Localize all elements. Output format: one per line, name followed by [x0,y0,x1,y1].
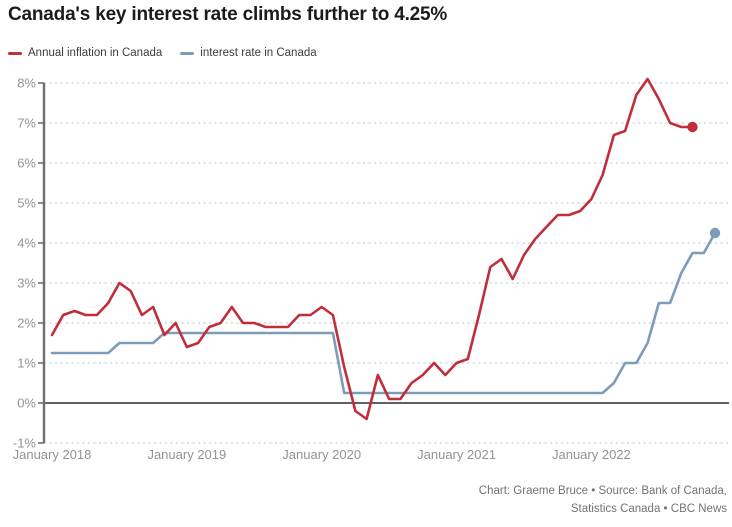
interest-line [50,231,717,395]
legend-label-interest-rate: interest rate in Canada [200,47,317,59]
y-axis-tick-label: 2% [17,316,36,331]
inflation-end-dot [687,121,698,133]
y-axis-tick-label: 6% [17,156,36,171]
legend-item-interest-rate: interest rate in Canada [180,47,317,59]
y-axis-tick-label: 5% [17,196,36,211]
inflation-line [50,77,694,421]
y-axis-tick-label: 4% [17,236,36,251]
legend-swatch-interest-rate [180,51,195,55]
y-axis-tick-label: -1% [13,436,37,451]
x-axis-tick-label: January 2018 [13,447,92,462]
legend-item-inflation: Annual inflation in Canada [8,47,162,59]
chart-title: Canada's key interest rate climbs furthe… [8,4,448,25]
y-axis-tick-label: 3% [17,276,36,291]
x-axis-tick-label: January 2020 [282,447,361,462]
interest-end-dot [709,227,721,239]
footer-credit-line-1: Chart: Graeme Bruce • Source: Bank of Ca… [478,485,727,497]
x-axis-tick-label: January 2021 [417,447,496,462]
legend-swatch-inflation [8,51,22,55]
legend-label-inflation: Annual inflation in Canada [28,47,163,59]
y-axis-tick-label: 1% [17,356,36,371]
chart-footer: Chart: Graeme Bruce • Source: Bank of Ca… [479,482,727,518]
legend: Annual inflation in Canada interest rate… [8,47,317,59]
x-axis-tick-label: January 2022 [552,447,631,462]
y-axis-tick-label: 7% [17,116,36,131]
x-axis-tick-label: January 2019 [147,447,226,462]
footer-credit-line-2: Statistics Canada • CBC News [570,503,727,515]
y-axis-tick-label: 0% [17,396,36,411]
y-axis-tick-label: 8% [17,76,36,91]
